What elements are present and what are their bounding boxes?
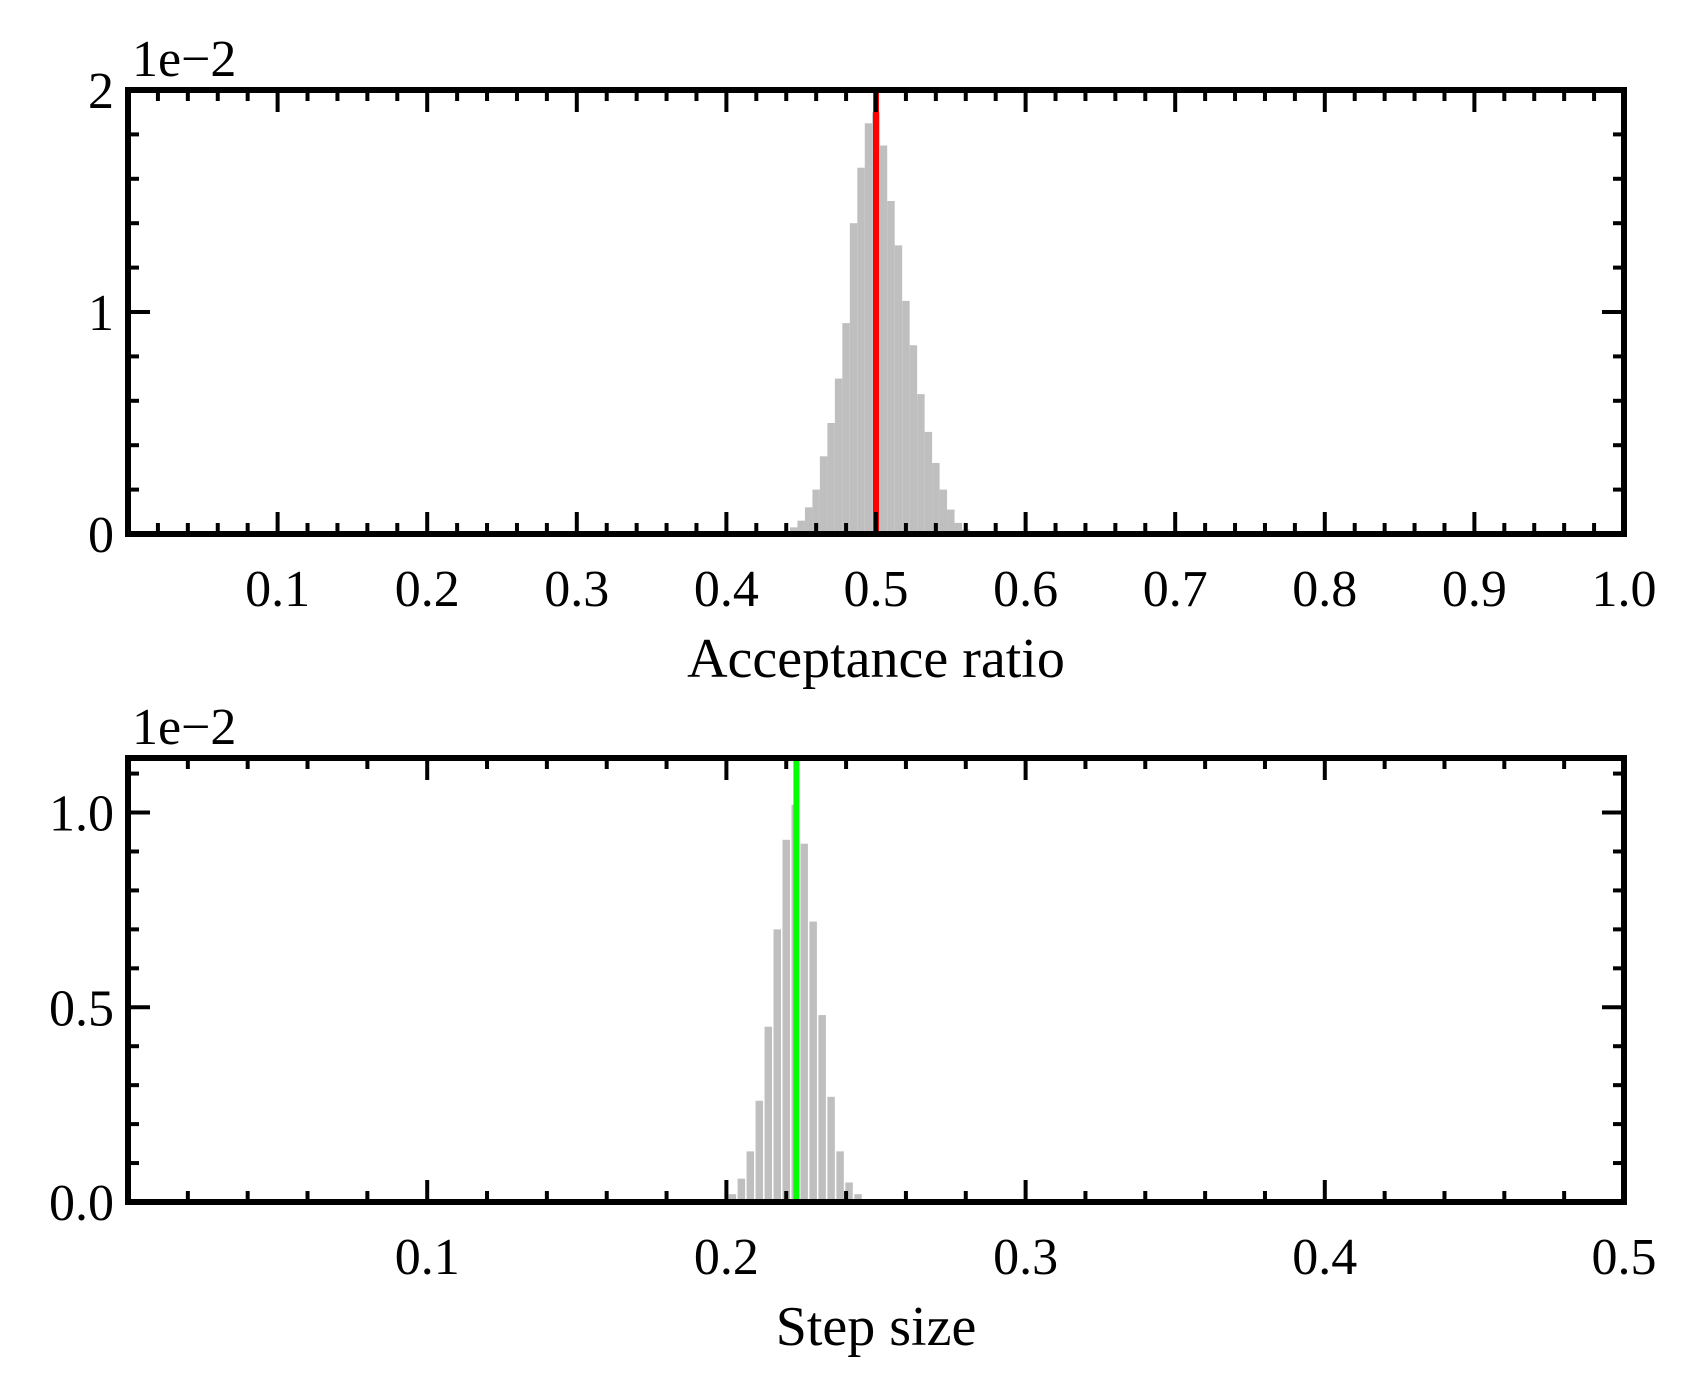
acceptance-ratio-hist-bar-13 xyxy=(887,201,895,534)
step-size-hist-bar-0 xyxy=(728,1194,737,1202)
acceptance-ratio-y-tick-label-1: 1 xyxy=(88,285,114,342)
step-size-x-tick-label-3: 0.4 xyxy=(1292,1229,1357,1286)
step-size-x-tick-labels: 0.1 0.2 0.3 0.4 0.5 xyxy=(395,1229,1657,1286)
acceptance-ratio-hist-bar-1 xyxy=(797,520,805,534)
acceptance-ratio-y-offset-label: 1e−2 xyxy=(132,31,236,88)
acceptance-ratio-hist-bar-10 xyxy=(864,123,873,535)
acceptance-ratio-hist-bar-4 xyxy=(819,456,828,534)
acceptance-ratio-x-tick-label-3: 0.4 xyxy=(694,561,759,618)
step-size-hist-bar-12 xyxy=(836,1151,844,1202)
acceptance-ratio-x-tick-label-2: 0.3 xyxy=(544,561,609,618)
step-size-hist-bar-1 xyxy=(737,1178,746,1202)
acceptance-ratio-x-tick-label-0: 0.1 xyxy=(245,561,310,618)
step-size-y-offset-label: 1e−2 xyxy=(132,699,236,756)
step-size-x-tick-label-0: 0.1 xyxy=(395,1229,460,1286)
acceptance-ratio-panel: 0.1 0.2 0.3 0.4 0.5 0.6 0.7 0.8 0.9 1.0 0 1 2 Accep… xyxy=(88,31,1657,690)
step-size-hist-bar-10 xyxy=(818,1015,826,1202)
step-size-x-tick-label-1: 0.2 xyxy=(694,1229,759,1286)
step-size-hist-bar-11 xyxy=(827,1096,835,1202)
acceptance-ratio-hist-bar-22 xyxy=(954,522,963,534)
step-size-y-tick-label-0: 0.0 xyxy=(49,1175,114,1232)
acceptance-ratio-hist-bar-20 xyxy=(939,489,948,534)
acceptance-ratio-hist-bar-17 xyxy=(917,394,925,534)
acceptance-ratio-x-tick-label-8: 0.9 xyxy=(1442,561,1507,618)
step-size-y-tick-labels: 0.0 0.5 1.0 xyxy=(49,786,114,1232)
acceptance-ratio-hist-bar-18 xyxy=(924,431,933,534)
step-size-hist-bar-8 xyxy=(800,843,808,1202)
acceptance-ratio-x-tick-label-5: 0.6 xyxy=(993,561,1058,618)
acceptance-ratio-hist-bar-19 xyxy=(932,462,940,534)
acceptance-ratio-hist-bar-16 xyxy=(909,345,918,534)
acceptance-ratio-hist-bar-7 xyxy=(842,323,850,534)
acceptance-ratio-y-tick-label-2: 2 xyxy=(88,63,114,120)
acceptance-ratio-x-axis-label: Acceptance ratio xyxy=(687,628,1065,690)
acceptance-ratio-x-tick-label-1: 0.2 xyxy=(395,561,460,618)
acceptance-ratio-x-tick-label-7: 0.8 xyxy=(1292,561,1357,618)
acceptance-ratio-y-tick-label-0: 0 xyxy=(88,507,114,564)
acceptance-ratio-hist-bar-5 xyxy=(827,423,835,534)
step-size-ticks xyxy=(128,758,1626,1204)
acceptance-ratio-x-tick-labels: 0.1 0.2 0.3 0.4 0.5 0.6 0.7 0.8 0.9 1.0 xyxy=(245,561,1656,618)
step-size-hist-bar-9 xyxy=(809,921,817,1202)
step-size-hist-bar-3 xyxy=(755,1100,764,1202)
acceptance-ratio-hist-bar-2 xyxy=(804,507,813,534)
acceptance-ratio-hist-bar-9 xyxy=(857,167,865,534)
step-size-hist-bar-5 xyxy=(773,929,781,1202)
acceptance-ratio-x-tick-label-4: 0.5 xyxy=(844,561,909,618)
step-size-x-axis-label: Step size xyxy=(776,1296,977,1358)
step-size-x-tick-label-2: 0.3 xyxy=(993,1229,1058,1286)
acceptance-ratio-x-tick-label-6: 0.7 xyxy=(1143,561,1208,618)
acceptance-ratio-histogram xyxy=(789,112,970,535)
acceptance-ratio-hist-bar-8 xyxy=(849,223,858,534)
acceptance-ratio-x-tick-label-9: 1.0 xyxy=(1592,561,1657,618)
acceptance-ratio-hist-bar-0 xyxy=(789,527,798,534)
step-size-y-tick-label-2: 1.0 xyxy=(49,786,114,843)
acceptance-ratio-hist-bar-3 xyxy=(812,489,820,534)
acceptance-ratio-hist-bar-15 xyxy=(902,300,910,534)
acceptance-ratio-hist-bar-21 xyxy=(947,509,955,534)
step-size-axes-frame xyxy=(125,755,1627,1205)
acceptance-ratio-hist-bar-12 xyxy=(879,145,888,534)
acceptance-ratio-axes-frame xyxy=(125,87,1627,537)
step-size-x-tick-label-4: 0.5 xyxy=(1592,1229,1657,1286)
acceptance-ratio-hist-bar-6 xyxy=(834,378,843,534)
step-size-hist-bar-6 xyxy=(782,839,790,1202)
acceptance-ratio-hist-bar-14 xyxy=(894,245,903,534)
step-size-y-tick-label-1: 0.5 xyxy=(49,980,114,1037)
step-size-hist-bar-2 xyxy=(746,1151,755,1202)
acceptance-ratio-y-tick-labels: 0 1 2 xyxy=(88,63,114,564)
step-size-hist-bar-14 xyxy=(854,1194,862,1202)
step-size-hist-bar-13 xyxy=(845,1182,853,1202)
step-size-panel: 0.1 0.2 0.3 0.4 0.5 0.0 0.5 1.0 Step size 1e−2 xyxy=(49,699,1657,1358)
step-size-hist-bar-4 xyxy=(764,1026,773,1202)
